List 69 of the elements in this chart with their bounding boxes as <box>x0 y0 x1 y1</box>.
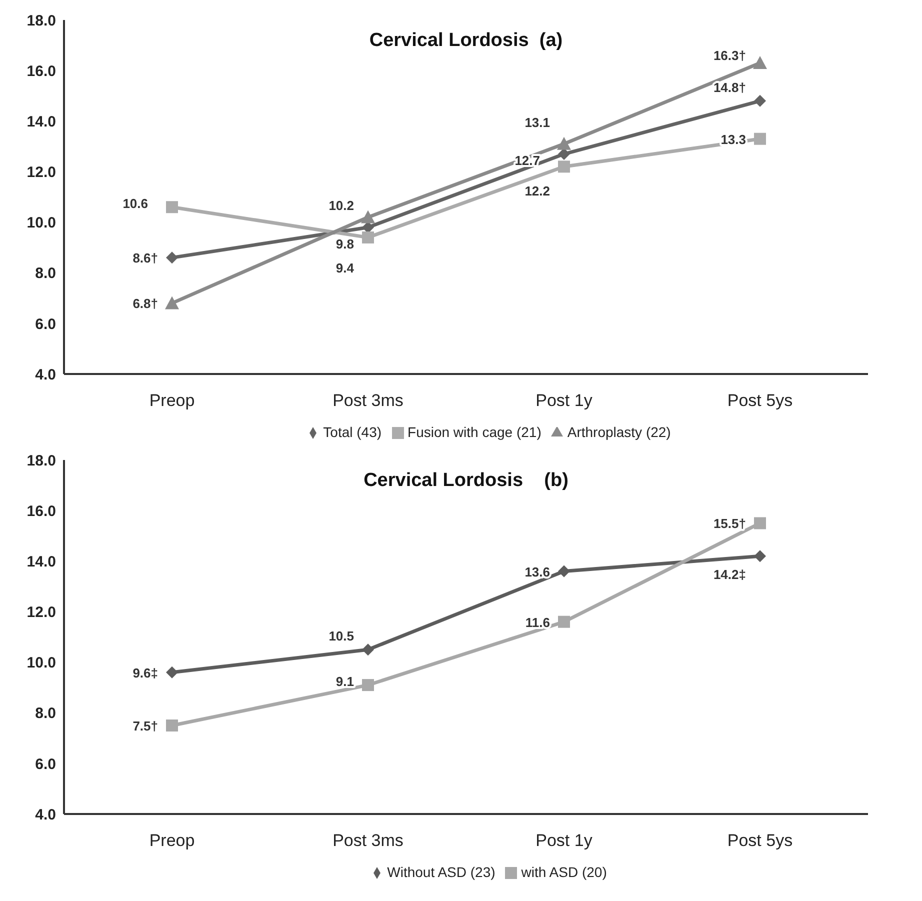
point <box>754 517 766 530</box>
legend-label: Total (43) <box>323 424 382 440</box>
point <box>166 720 178 732</box>
data-label: 9.6‡ <box>132 665 158 680</box>
point <box>754 550 766 562</box>
y-tick-label: 10.0 <box>26 654 56 672</box>
x-tick-label: Preop <box>149 831 195 850</box>
point <box>754 132 766 145</box>
data-label: 6.8† <box>132 296 158 312</box>
point <box>362 644 374 656</box>
data-label: 9.4 <box>336 260 355 276</box>
data-label: 16.3† <box>713 48 746 63</box>
y-tick-label: 16.0 <box>26 502 56 520</box>
y-tick-label: 14.0 <box>26 113 56 130</box>
data-label: 9.1 <box>336 674 354 690</box>
data-label: 10.5 <box>328 628 354 644</box>
legend-label: Fusion with cage (21) <box>408 424 542 440</box>
text: Cervical Lordosis (a) <box>369 30 563 51</box>
y-tick-label: 6.0 <box>35 316 56 333</box>
y-tick-label: 16.0 <box>26 62 56 80</box>
data-label: 15.5† <box>713 516 746 532</box>
data-label: 12.2 <box>524 184 550 199</box>
point <box>361 210 375 224</box>
point <box>558 565 570 578</box>
point <box>362 679 374 692</box>
legend-label: Without ASD (23) <box>387 864 496 880</box>
text: Cervical Lordosis (b) <box>362 470 570 492</box>
data-label: 7.5† <box>132 718 158 734</box>
point <box>754 94 766 107</box>
data-label: 9.8 <box>336 236 354 252</box>
x-tick-label: Post 3ms <box>332 391 404 410</box>
data-label: 14.2‡ <box>713 567 746 582</box>
y-tick-label: 4.0 <box>35 366 56 384</box>
point <box>558 148 570 160</box>
y-tick-label: 10.0 <box>26 214 56 232</box>
point <box>362 231 374 244</box>
point <box>166 252 178 264</box>
x-tick-label: Post 3ms <box>332 831 404 850</box>
y-tick-label: 6.0 <box>35 756 56 773</box>
point <box>166 201 178 214</box>
y-tick-label: 12.0 <box>26 164 56 182</box>
legend-label: Arthroplasty (22) <box>567 424 671 440</box>
x-tick-label: Post 5ys <box>727 391 793 410</box>
y-tick-label: 18.0 <box>26 12 56 30</box>
y-tick-label: 8.0 <box>35 705 56 722</box>
y-tick-label: 12.0 <box>26 604 56 622</box>
data-label: 13.3 <box>720 132 746 147</box>
point <box>166 666 178 678</box>
y-tick-label: 8.0 <box>35 265 56 282</box>
y-tick-label: 18.0 <box>26 452 56 470</box>
x-tick-label: Post 5ys <box>727 831 793 850</box>
legend-label: with ASD (20) <box>521 864 607 880</box>
data-label: 11.6 <box>525 614 550 630</box>
x-tick-label: Post 1y <box>536 831 593 850</box>
y-tick-label: 14.0 <box>26 553 56 570</box>
data-label: 14.8† <box>713 80 746 95</box>
point <box>557 136 571 150</box>
point <box>165 296 179 310</box>
point <box>558 616 570 628</box>
y-tick-label: 4.0 <box>35 806 56 824</box>
data-label: 10.6 <box>122 196 148 212</box>
data-label: 8.6† <box>132 250 158 266</box>
x-tick-label: Preop <box>149 391 195 410</box>
data-label: 13.1 <box>524 114 550 130</box>
data-label: 13.6 <box>524 564 550 580</box>
point <box>753 56 767 69</box>
x-tick-label: Post 1y <box>536 391 593 410</box>
point <box>558 160 570 173</box>
data-label: 10.2 <box>328 198 354 214</box>
